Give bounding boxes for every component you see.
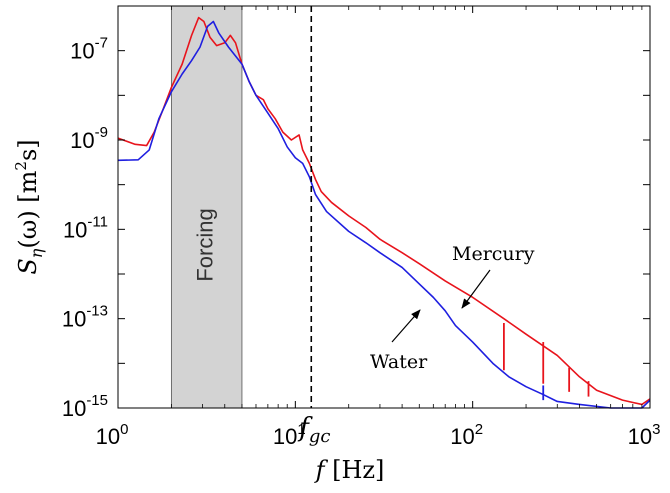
- x-tick-base: 10: [273, 424, 297, 449]
- y-tick-base: 10: [63, 217, 87, 242]
- x-tick-label-1: 101: [273, 421, 306, 449]
- y-tick-exp: -7: [95, 35, 108, 52]
- y-axis-label-unit-close: s]: [14, 139, 42, 161]
- x-axis-label: f [Hz]: [314, 456, 385, 484]
- annotation-arrow-mercury: [461, 269, 491, 309]
- x-tick-exp: 3: [652, 421, 660, 438]
- y-axis-label-sub: η: [27, 248, 46, 258]
- y-tick-base: 10: [62, 307, 86, 332]
- y-tick-exp: -9: [95, 124, 108, 141]
- y-tick-label--11: 10-11: [63, 213, 108, 242]
- annotation-layer: Mercury Water: [370, 243, 535, 373]
- y-tick-label--15: 10-15: [62, 392, 108, 421]
- x-tick-label-2: 102: [450, 421, 483, 449]
- y-axis-label-arg: (ω): [14, 210, 42, 248]
- y-tick-base: 10: [70, 39, 94, 64]
- x-tick-base: 10: [96, 424, 120, 449]
- x-tick-exp: 1: [297, 421, 305, 438]
- annotation-water: Water: [370, 351, 428, 373]
- y-tick-label--9: 10-9: [70, 124, 108, 153]
- y-axis-label-s: S: [14, 258, 42, 274]
- y-axis-label: Sη(ω) [m2s]: [12, 139, 46, 274]
- x-axis-label-unit: [Hz]: [324, 456, 384, 484]
- fgc-label-sub: gc: [309, 426, 331, 447]
- x-tick-exp: 2: [475, 421, 483, 438]
- forcing-label: Forcing: [192, 208, 217, 281]
- y-axis-label-unit-open: [m: [14, 170, 42, 210]
- x-tick-exp: 0: [120, 421, 128, 438]
- y-tick-base: 10: [62, 396, 86, 421]
- y-tick-label--13: 10-13: [62, 303, 108, 332]
- y-tick-exp: -15: [86, 392, 108, 409]
- x-tick-base: 10: [450, 424, 474, 449]
- annotation-mercury: Mercury: [452, 243, 535, 265]
- y-tick-base: 10: [70, 128, 94, 153]
- x-tick-label-3: 103: [628, 421, 661, 449]
- x-tick-label-0: 100: [96, 421, 129, 449]
- y-tick-exp: -11: [87, 213, 108, 230]
- annotation-arrow-water: [391, 309, 421, 343]
- y-tick-exp: -13: [86, 303, 108, 320]
- y-axis-label-unit-sup: 2: [12, 161, 30, 171]
- plot-frame: [117, 5, 651, 409]
- fgc-label: fgc: [297, 413, 330, 447]
- x-tick-base: 10: [628, 424, 652, 449]
- label-layer: fgc f [Hz] Sη(ω) [m2s]: [12, 139, 384, 484]
- series-layer: [117, 16, 651, 409]
- y-tick-label--7: 10-7: [70, 35, 108, 64]
- series-line-water: [117, 20, 651, 409]
- series-line-mercury: [117, 16, 651, 406]
